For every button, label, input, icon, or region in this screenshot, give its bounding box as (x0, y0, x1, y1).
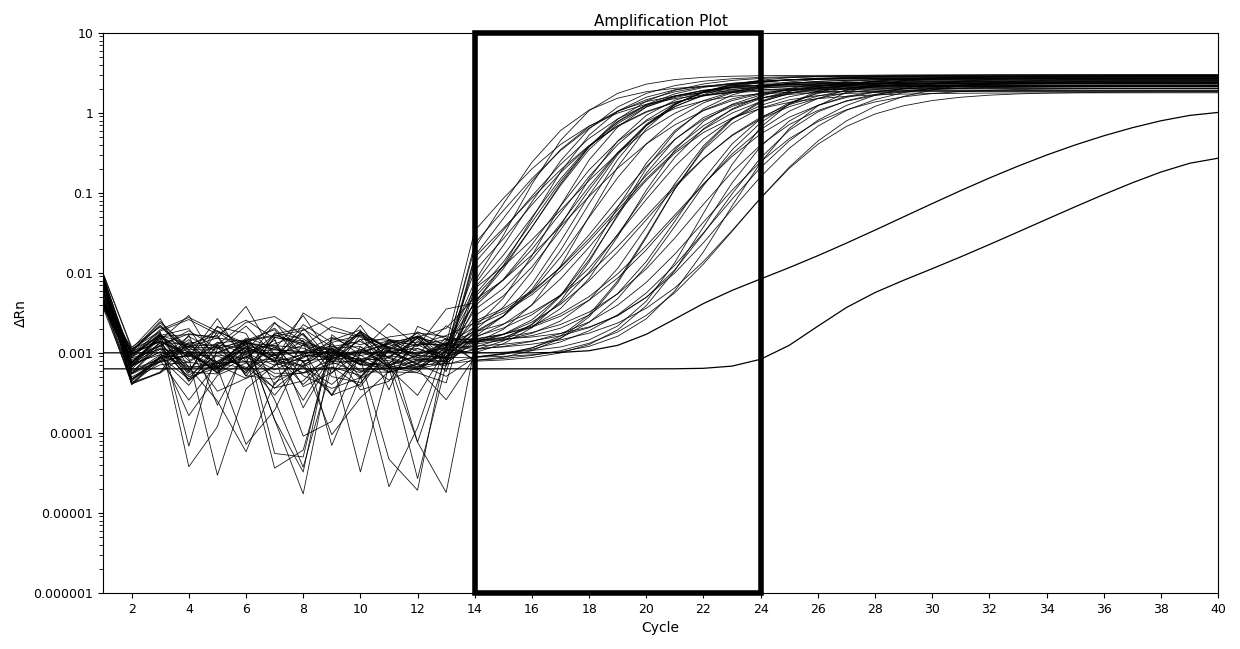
Y-axis label: ΔRn: ΔRn (14, 299, 27, 326)
Bar (475, 33, 760, 593)
X-axis label: Cycle: Cycle (641, 621, 680, 635)
Title: Amplification Plot: Amplification Plot (594, 14, 728, 29)
